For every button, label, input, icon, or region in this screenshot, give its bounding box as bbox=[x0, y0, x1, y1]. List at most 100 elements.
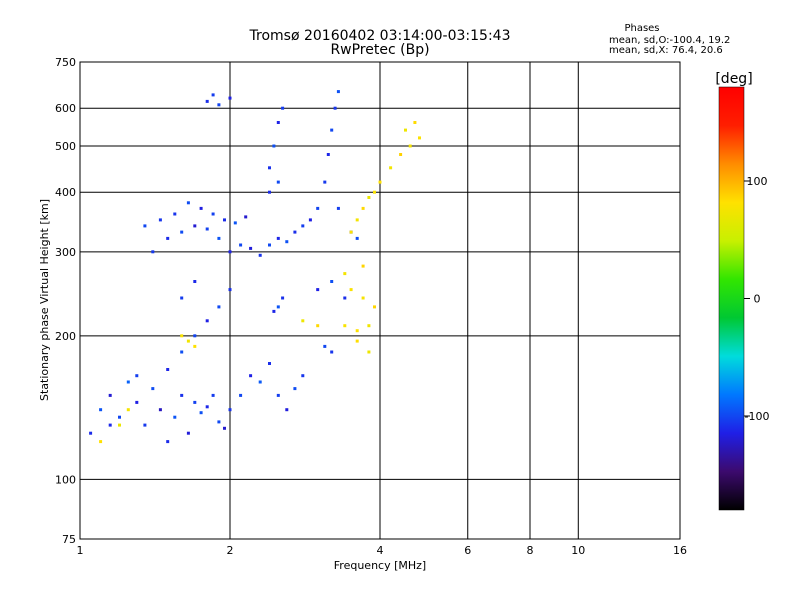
data-point bbox=[205, 319, 209, 323]
data-point bbox=[223, 218, 226, 222]
data-point bbox=[268, 243, 271, 247]
x-tick-label: 16 bbox=[673, 544, 687, 557]
data-point bbox=[193, 280, 197, 283]
colorbar-tick-label: 0 bbox=[754, 293, 761, 306]
data-point bbox=[118, 415, 121, 419]
data-point bbox=[355, 339, 359, 343]
data-point bbox=[316, 206, 320, 210]
stats-line-o: mean, sd,O:-100.4, 19.2 bbox=[609, 35, 730, 46]
data-point bbox=[355, 236, 359, 240]
data-point bbox=[217, 103, 221, 107]
x-tick-label: 1 bbox=[77, 544, 84, 557]
grid bbox=[80, 62, 680, 539]
data-point bbox=[239, 243, 243, 247]
y-tick-label: 750 bbox=[55, 56, 76, 69]
data-point bbox=[276, 305, 280, 309]
data-point bbox=[293, 387, 297, 391]
data-point bbox=[293, 230, 297, 234]
data-point bbox=[308, 218, 312, 222]
data-point bbox=[361, 296, 365, 300]
data-point bbox=[349, 230, 353, 234]
y-tick-label: 75 bbox=[62, 533, 76, 546]
data-point bbox=[180, 334, 184, 338]
data-point bbox=[244, 215, 248, 219]
x-tick-label: 8 bbox=[527, 544, 534, 557]
colorbar-ticks: 100 0 -100 bbox=[744, 175, 769, 423]
data-point bbox=[217, 236, 221, 240]
data-point bbox=[151, 387, 155, 391]
data-point bbox=[336, 206, 340, 210]
colorbar bbox=[718, 86, 745, 511]
data-point bbox=[268, 166, 271, 170]
data-point bbox=[223, 426, 226, 430]
data-point bbox=[193, 400, 197, 404]
chart-title: Tromsø 20160402 03:14:00-03:15:43 bbox=[249, 28, 511, 44]
data-point bbox=[276, 236, 280, 240]
data-point bbox=[193, 344, 197, 348]
data-point bbox=[389, 166, 393, 170]
data-point bbox=[135, 374, 139, 378]
y-tick-label: 100 bbox=[55, 473, 76, 486]
data-point bbox=[135, 400, 139, 404]
data-point bbox=[186, 201, 190, 205]
data-point bbox=[343, 324, 347, 328]
data-point bbox=[301, 224, 305, 228]
data-point bbox=[258, 253, 262, 257]
data-point bbox=[367, 324, 371, 328]
y-ticks: 75 100 200 300 400 500 600 750 bbox=[55, 56, 76, 546]
y-tick-label: 500 bbox=[55, 140, 76, 153]
data-point bbox=[336, 90, 340, 94]
y-tick-label: 600 bbox=[55, 102, 76, 115]
colorbar-tick-label: 100 bbox=[747, 175, 768, 188]
x-tick-label: 2 bbox=[227, 544, 234, 557]
data-point bbox=[249, 246, 253, 250]
data-point bbox=[205, 227, 209, 231]
data-point bbox=[126, 380, 130, 384]
colorbar-label: [deg] bbox=[715, 71, 752, 87]
data-point bbox=[186, 339, 190, 343]
data-point bbox=[126, 408, 130, 412]
data-point bbox=[89, 431, 93, 435]
data-point bbox=[355, 329, 359, 333]
data-point bbox=[408, 144, 412, 148]
stats-line-x: mean, sd,X: 76.4, 20.6 bbox=[609, 45, 723, 56]
data-point bbox=[355, 218, 359, 222]
data-point bbox=[173, 415, 177, 419]
data-point bbox=[323, 344, 327, 348]
data-point bbox=[333, 106, 337, 110]
data-point bbox=[367, 196, 371, 199]
data-point bbox=[276, 121, 280, 124]
data-point bbox=[276, 180, 280, 184]
data-point bbox=[166, 236, 170, 240]
data-point bbox=[193, 224, 197, 228]
data-point bbox=[158, 408, 162, 412]
data-point bbox=[281, 296, 285, 300]
data-point bbox=[316, 324, 320, 328]
data-point bbox=[239, 393, 243, 397]
data-point bbox=[118, 423, 121, 427]
data-point bbox=[373, 305, 376, 309]
data-point bbox=[272, 144, 276, 148]
data-point bbox=[193, 334, 197, 338]
data-point bbox=[228, 408, 232, 412]
colorbar-tick-label: -100 bbox=[745, 410, 770, 423]
y-tick-label: 200 bbox=[55, 330, 76, 343]
data-point bbox=[180, 393, 184, 397]
data-point bbox=[158, 218, 162, 222]
stats-header: Phases bbox=[624, 23, 659, 34]
data-point bbox=[361, 264, 365, 268]
data-point bbox=[217, 420, 221, 424]
data-point bbox=[211, 93, 215, 97]
data-point bbox=[367, 350, 371, 354]
data-point bbox=[330, 350, 334, 354]
data-point bbox=[108, 423, 112, 427]
data-point bbox=[228, 96, 232, 100]
chart-subtitle: RwPretec (Bp) bbox=[330, 42, 429, 58]
data-point bbox=[186, 431, 190, 435]
data-point bbox=[228, 250, 232, 254]
x-axis-label: Frequency [MHz] bbox=[334, 559, 426, 572]
data-point bbox=[249, 374, 253, 378]
data-point bbox=[404, 128, 407, 132]
data-point bbox=[199, 411, 203, 415]
data-point bbox=[166, 440, 170, 444]
